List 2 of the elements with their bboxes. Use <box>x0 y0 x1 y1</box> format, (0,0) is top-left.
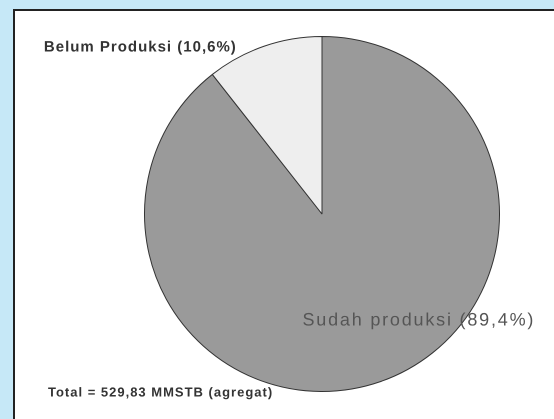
slice-label: Belum Produksi (10,6%) <box>44 38 237 56</box>
text: Total = 529,83 MMSTB (agregat) <box>48 384 274 400</box>
